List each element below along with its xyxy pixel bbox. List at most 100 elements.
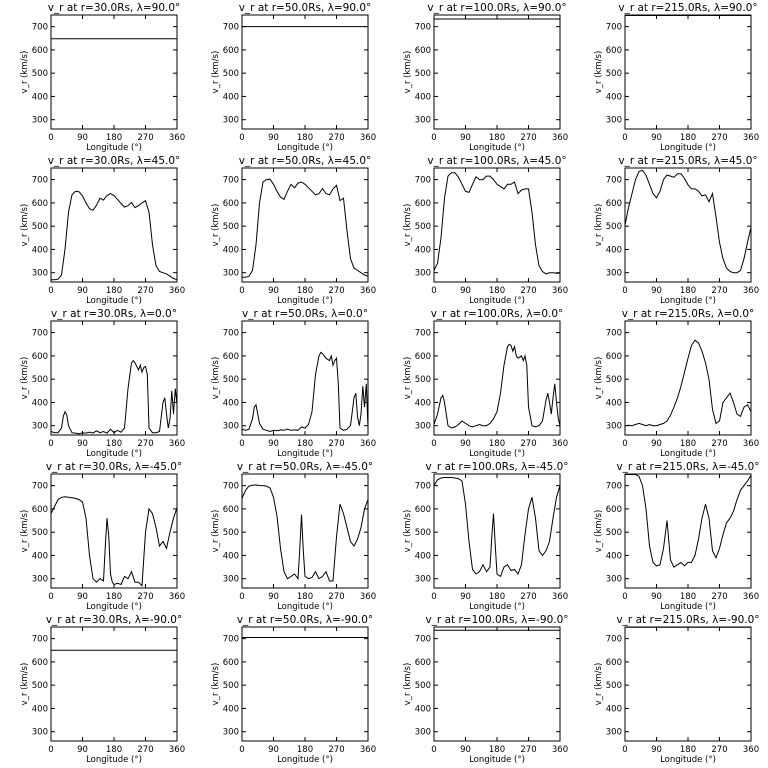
x-tick-label: 180 xyxy=(680,133,696,143)
x-tick-label: 180 xyxy=(680,745,696,755)
y-axis-label: v_r (km/s) xyxy=(594,357,604,400)
y-tick-label: 400 xyxy=(32,704,48,714)
plot-frame xyxy=(50,626,178,742)
plot-frame xyxy=(241,14,369,130)
y-tick-label: 600 xyxy=(606,505,622,515)
y-axis-label: v_r (km/s) xyxy=(20,357,30,400)
subplot-title: v_r at r=215.0Rs, λ=0.0° xyxy=(622,308,755,320)
x-tick-label: 270 xyxy=(328,286,344,296)
y-axis-label: v_r (km/s) xyxy=(211,357,221,400)
x-tick-label: 270 xyxy=(137,592,153,602)
x-tick-label: 360 xyxy=(169,745,185,755)
x-tick-label: 360 xyxy=(552,745,568,755)
x-tick-label: 0 xyxy=(622,439,627,449)
subplot-title: v_r at r=100.0Rs, λ=0.0° xyxy=(431,308,564,320)
y-tick-label: 600 xyxy=(32,658,48,668)
velocity-line xyxy=(624,169,752,274)
x-tick-label: 90 xyxy=(460,439,471,449)
subplot-11: v_r at r=100.0Rs, λ=0.0° 0 90 180 270 360 300 4… xyxy=(403,308,568,459)
plot-frame xyxy=(50,320,178,436)
x-axis-label: Longitude (°) xyxy=(86,602,142,612)
subplot-5: v_r at r=30.0Rs, λ=45.0° 0 90 180 270 360 300 4… xyxy=(20,155,185,306)
x-tick-label: 180 xyxy=(680,592,696,602)
x-tick-label: 90 xyxy=(268,745,279,755)
x-tick-label: 90 xyxy=(268,286,279,296)
subplot-14: v_r at r=50.0Rs, λ=-45.0° 0 90 180 270 360 300… xyxy=(211,461,376,612)
y-tick-label: 300 xyxy=(606,269,622,279)
velocity-line xyxy=(51,190,178,281)
plot-frame xyxy=(433,14,561,130)
subplot-title: v_r at r=215.0Rs, λ=-90.0° xyxy=(616,614,759,626)
subplot-title: v_r at r=100.0Rs, λ=-45.0° xyxy=(425,461,568,473)
x-tick-label: 90 xyxy=(651,592,662,602)
x-tick-label: 360 xyxy=(743,133,759,143)
y-tick-label: 300 xyxy=(415,575,431,585)
y-tick-label: 600 xyxy=(32,46,48,56)
x-tick-label: 270 xyxy=(137,286,153,296)
y-tick-label: 700 xyxy=(223,23,239,33)
y-tick-label: 400 xyxy=(606,398,622,408)
y-tick-label: 500 xyxy=(223,681,239,691)
y-tick-label: 700 xyxy=(223,329,239,339)
y-tick-label: 400 xyxy=(223,704,239,714)
y-tick-label: 300 xyxy=(606,422,622,432)
y-tick-label: 600 xyxy=(606,352,622,362)
x-tick-label: 180 xyxy=(489,592,505,602)
plot-frame xyxy=(624,473,752,589)
plot-frame xyxy=(241,320,369,436)
subplot-4: v_r at r=215.0Rs, λ=90.0° 0 90 180 270 360 300… xyxy=(594,2,759,153)
x-tick-label: 180 xyxy=(489,745,505,755)
x-axis-label: Longitude (°) xyxy=(86,143,142,153)
plot-frame xyxy=(50,14,178,130)
y-tick-label: 300 xyxy=(32,728,48,738)
x-axis-label: Longitude (°) xyxy=(660,755,716,765)
y-tick-label: 300 xyxy=(415,116,431,126)
y-tick-label: 500 xyxy=(606,681,622,691)
y-tick-label: 300 xyxy=(223,269,239,279)
y-tick-label: 400 xyxy=(32,245,48,255)
x-axis-label: Longitude (°) xyxy=(469,296,525,306)
y-axis-label: v_r (km/s) xyxy=(594,51,604,94)
subplot-2: v_r at r=50.0Rs, λ=90.0° 0 90 180 270 360 300 4… xyxy=(211,2,376,153)
y-tick-label: 300 xyxy=(606,575,622,585)
y-tick-label: 500 xyxy=(415,681,431,691)
y-tick-label: 500 xyxy=(32,69,48,79)
y-tick-label: 700 xyxy=(32,176,48,186)
x-tick-label: 180 xyxy=(106,592,122,602)
x-tick-label: 270 xyxy=(328,592,344,602)
velocity-line xyxy=(625,474,752,568)
x-tick-label: 270 xyxy=(137,133,153,143)
y-tick-label: 400 xyxy=(415,398,431,408)
x-tick-label: 0 xyxy=(48,286,53,296)
y-tick-label: 700 xyxy=(606,635,622,645)
subplot-title: v_r at r=50.0Rs, λ=90.0° xyxy=(239,2,372,14)
y-tick-label: 500 xyxy=(223,69,239,79)
y-tick-label: 700 xyxy=(32,482,48,492)
x-axis-label: Longitude (°) xyxy=(469,602,525,612)
y-tick-label: 700 xyxy=(223,635,239,645)
velocity-line xyxy=(241,351,369,433)
subplot-3: v_r at r=100.0Rs, λ=90.0° 0 90 180 270 360 300… xyxy=(403,2,568,153)
velocity-line xyxy=(433,477,561,578)
x-tick-label: 180 xyxy=(680,286,696,296)
x-tick-label: 0 xyxy=(431,592,436,602)
x-tick-label: 90 xyxy=(77,745,88,755)
y-tick-label: 600 xyxy=(606,658,622,668)
subplot-title: v_r at r=215.0Rs, λ=-45.0° xyxy=(616,461,759,473)
subplot-title: v_r at r=30.0Rs, λ=-90.0° xyxy=(46,614,182,626)
y-tick-label: 600 xyxy=(606,199,622,209)
velocity-line xyxy=(433,343,561,429)
y-tick-label: 700 xyxy=(415,329,431,339)
y-axis-label: v_r (km/s) xyxy=(211,510,221,553)
y-tick-label: 500 xyxy=(32,222,48,232)
x-tick-label: 0 xyxy=(431,133,436,143)
subplot-9: v_r at r=30.0Rs, λ=0.0° 0 90 180 270 360 300 40… xyxy=(20,308,185,459)
subplot-title: v_r at r=30.0Rs, λ=90.0° xyxy=(48,2,181,14)
x-axis-label: Longitude (°) xyxy=(660,602,716,612)
y-tick-label: 500 xyxy=(606,222,622,232)
x-tick-label: 0 xyxy=(431,286,436,296)
x-tick-label: 270 xyxy=(328,745,344,755)
y-tick-label: 500 xyxy=(223,375,239,385)
y-tick-label: 400 xyxy=(415,704,431,714)
